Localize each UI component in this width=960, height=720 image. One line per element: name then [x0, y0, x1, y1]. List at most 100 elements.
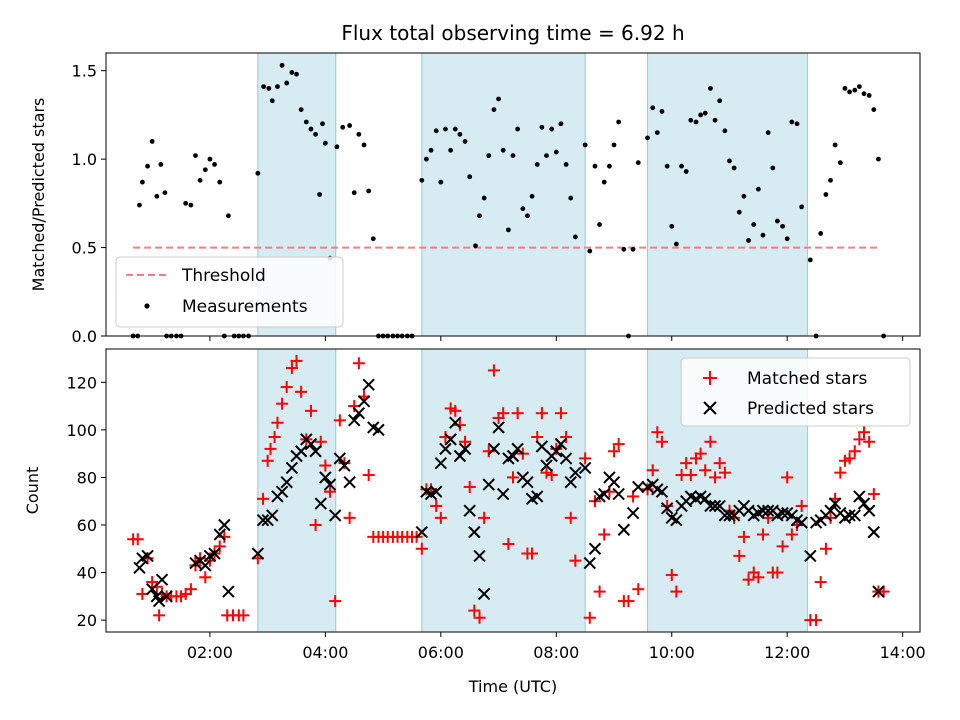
matched-star-point — [261, 454, 274, 467]
measurement-point — [529, 193, 535, 199]
measurement-point — [621, 246, 627, 252]
predicted-star-point — [718, 509, 732, 522]
measurement-point — [708, 85, 713, 91]
x-tick-label: 12:00 — [764, 643, 810, 662]
matched-star-point — [810, 614, 823, 627]
predicted-star-point — [319, 471, 332, 484]
measurement-point — [139, 179, 145, 185]
matched-star-point — [309, 518, 322, 531]
measurement-point — [712, 117, 718, 123]
predicted-star-point — [415, 525, 428, 539]
measurement-point — [717, 98, 723, 104]
measurement-point — [828, 177, 833, 183]
matched-star-point — [718, 466, 731, 479]
measurement-point — [534, 162, 540, 167]
predicted-star-point — [357, 395, 371, 408]
matched-star-point — [713, 457, 726, 470]
predicted-star-point — [160, 590, 173, 603]
predicted-star-point — [632, 480, 645, 494]
measurement-point — [582, 142, 588, 148]
matched-star-point — [661, 499, 674, 512]
predicted-star-point — [857, 497, 871, 510]
predicted-stars-legend-swatch — [703, 401, 717, 415]
top-y-tick-label: 1.5 — [72, 62, 97, 81]
predicted-star-point — [761, 504, 775, 517]
matched-star-point — [280, 381, 293, 394]
matched-star-point — [268, 430, 281, 443]
measurement-point — [255, 170, 261, 176]
predicted-star-point — [713, 499, 726, 513]
predicted-star-point — [222, 585, 235, 598]
measurement-point — [366, 188, 372, 194]
x-tick-label: 08:00 — [533, 643, 579, 662]
predicted-star-point — [824, 504, 837, 517]
predicted-star-point — [496, 487, 510, 501]
measurement-point — [351, 190, 357, 196]
measurement-point — [736, 209, 742, 215]
matched-star-point — [704, 435, 717, 448]
top-panel-frame — [105, 52, 921, 337]
measurement-point — [751, 222, 757, 227]
predicted-star-point — [583, 556, 596, 570]
measurement-point — [515, 126, 521, 132]
measurement-point — [261, 84, 267, 90]
measurement-point — [654, 130, 660, 135]
measurement-point — [322, 140, 328, 146]
matched-star-point — [540, 466, 553, 479]
predicted-star-point — [776, 506, 789, 520]
predicted-star-point — [213, 528, 226, 541]
matched-star-point — [612, 438, 625, 451]
measurement-point — [320, 121, 325, 127]
measurement-point — [145, 163, 150, 169]
measurement-point — [491, 107, 497, 112]
measurement-point — [601, 179, 607, 185]
matched-star-point — [655, 435, 668, 448]
x-tick-label: 02:00 — [187, 643, 233, 662]
matched-stars-legend-swatch — [703, 371, 717, 385]
predicted-star-point — [199, 559, 212, 572]
measurement-point — [755, 186, 761, 192]
measurement-point — [149, 139, 155, 144]
predicted-star-point — [430, 485, 443, 498]
predicted-star-point — [348, 414, 361, 427]
x-axis-label: Time (UTC) — [468, 677, 557, 696]
matched-star-point — [478, 511, 491, 524]
matched-star-point — [502, 538, 515, 551]
predicted-star-point — [492, 421, 505, 434]
measurement-point — [486, 153, 492, 158]
measurement-point — [645, 135, 650, 141]
matched-star-point — [608, 445, 621, 458]
measurement-point — [308, 126, 314, 132]
predicted-star-point — [843, 509, 856, 522]
measurement-point — [313, 131, 318, 137]
predicted-star-point — [218, 518, 231, 532]
measurement-point — [698, 112, 704, 118]
matched-star-point — [304, 404, 317, 417]
measurement-point — [597, 222, 602, 227]
matched-star-point — [554, 407, 567, 420]
matched-star-point — [834, 466, 847, 479]
predicted-star-point — [564, 475, 577, 489]
measurement-point — [154, 193, 160, 199]
matched-star-point — [150, 580, 163, 593]
matched-star-point — [511, 407, 524, 420]
measurement-point — [683, 169, 689, 174]
measurement-point — [679, 163, 684, 169]
matched-star-point — [473, 611, 486, 624]
measurement-point — [510, 153, 516, 158]
predicted-star-point — [531, 490, 544, 503]
measurement-point — [664, 163, 670, 169]
predicted-star-point — [453, 449, 467, 463]
measurement-point — [428, 147, 434, 153]
measurement-point — [298, 107, 304, 112]
top-panel-plot — [130, 62, 887, 339]
measurement-point — [688, 117, 694, 123]
bottom-panel-axes: 20 40 60 80 100 120 02:00 04:00 06:00 08:00 10:00 1… — [66, 373, 925, 662]
predicted-star-point — [294, 445, 308, 458]
measurement-point — [505, 227, 511, 233]
measurement-point — [727, 158, 732, 164]
measurement-point — [212, 162, 217, 167]
matched-star-point — [680, 457, 693, 470]
measurement-point — [760, 232, 766, 238]
measurement-point — [549, 126, 555, 132]
